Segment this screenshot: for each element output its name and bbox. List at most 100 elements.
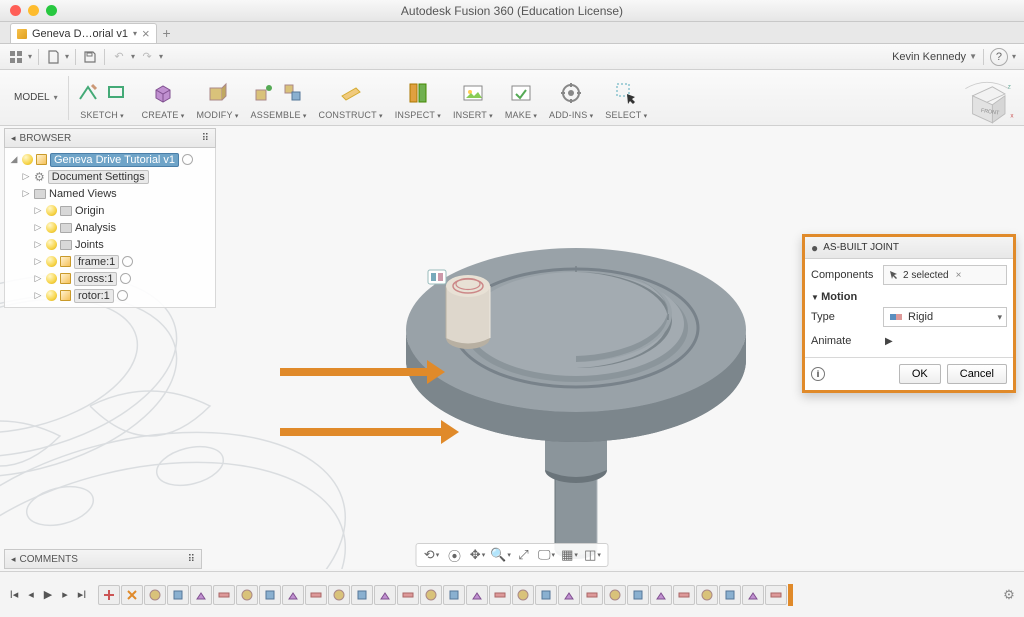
tree-item-rotor[interactable]: ▷ rotor:1: [7, 287, 213, 304]
tree-item-frame[interactable]: ▷ frame:1: [7, 253, 213, 270]
timeline-feature[interactable]: [489, 585, 511, 605]
joint-type-select[interactable]: Rigid: [883, 307, 1007, 327]
select-arrow-icon[interactable]: [613, 80, 639, 106]
visibility-bulb-icon[interactable]: [46, 239, 57, 250]
timeline-feature[interactable]: [696, 585, 718, 605]
ribbon-group-construct[interactable]: CONSTRUCT: [313, 70, 389, 126]
timeline-feature[interactable]: [167, 585, 189, 605]
ribbon-group-assemble[interactable]: ASSEMBLE: [245, 70, 313, 126]
timeline-feature[interactable]: [351, 585, 373, 605]
modify-icon[interactable]: [205, 80, 231, 106]
ribbon-group-create[interactable]: CREATE: [136, 70, 191, 126]
undo-menu-icon[interactable]: ▾: [131, 52, 135, 61]
visibility-bulb-icon[interactable]: [46, 273, 57, 284]
timeline-feature[interactable]: [213, 585, 235, 605]
timeline-feature[interactable]: [305, 585, 327, 605]
clear-selection-icon[interactable]: ×: [952, 270, 966, 281]
timeline-play-button[interactable]: ▶: [40, 587, 56, 603]
new-tab-button[interactable]: +: [157, 23, 177, 43]
timeline-feature[interactable]: [328, 585, 350, 605]
sketch-rect-icon[interactable]: [104, 80, 130, 106]
visibility-bulb-icon[interactable]: [46, 256, 57, 267]
fit-button[interactable]: ⤢: [514, 545, 534, 565]
workspace-selector[interactable]: MODEL▾: [4, 76, 69, 120]
timeline-feature[interactable]: [121, 585, 143, 605]
timeline-feature[interactable]: [443, 585, 465, 605]
timeline-feature[interactable]: [673, 585, 695, 605]
redo-menu-icon[interactable]: ▾: [159, 52, 163, 61]
activate-radio-icon[interactable]: [182, 154, 193, 165]
create-box-icon[interactable]: [150, 80, 176, 106]
timeline-feature[interactable]: [512, 585, 534, 605]
tree-item-origin[interactable]: ▷ Origin: [7, 202, 213, 219]
animate-play-button[interactable]: ▶: [885, 336, 893, 347]
timeline-feature[interactable]: [558, 585, 580, 605]
ok-button[interactable]: OK: [899, 364, 941, 384]
display-settings-button[interactable]: 🖵: [537, 545, 557, 565]
viewcube[interactable]: FRONT z x: [960, 76, 1014, 130]
timeline-feature[interactable]: [581, 585, 603, 605]
document-tab[interactable]: Geneva D…orial v1 ▾ ×: [10, 23, 157, 43]
activate-radio-icon[interactable]: [122, 256, 133, 267]
close-tab-icon[interactable]: ×: [142, 26, 150, 41]
timeline-forward-button[interactable]: ▸: [57, 587, 73, 603]
tree-item-views[interactable]: ▷ Named Views: [7, 185, 213, 202]
tree-root[interactable]: ◢ Geneva Drive Tutorial v1: [7, 151, 213, 168]
components-selector[interactable]: 2 selected ×: [883, 265, 1007, 285]
activate-radio-icon[interactable]: [117, 290, 128, 301]
visibility-bulb-icon[interactable]: [46, 205, 57, 216]
timeline-playhead[interactable]: [788, 584, 793, 606]
sketch-line-icon[interactable]: [75, 80, 101, 106]
ribbon-group-modify[interactable]: MODIFY: [190, 70, 244, 126]
grid-settings-button[interactable]: ▦: [560, 545, 580, 565]
make-print-icon[interactable]: [508, 80, 534, 106]
inspect-measure-icon[interactable]: [405, 80, 431, 106]
orbit-button[interactable]: ⟲: [422, 545, 442, 565]
file-menu-icon[interactable]: ▾: [65, 52, 69, 61]
timeline-feature[interactable]: [98, 585, 120, 605]
save-button[interactable]: [82, 49, 98, 65]
insert-decal-icon[interactable]: [460, 80, 486, 106]
data-panel-button[interactable]: [8, 49, 24, 65]
timeline-feature[interactable]: [190, 585, 212, 605]
ribbon-group-addins[interactable]: ADD-INS: [543, 70, 599, 126]
info-icon[interactable]: i: [811, 367, 825, 381]
redo-button[interactable]: ↷: [139, 49, 155, 65]
timeline-feature[interactable]: [374, 585, 396, 605]
assemble-new-icon[interactable]: [251, 80, 277, 106]
data-panel-menu-icon[interactable]: ▾: [28, 52, 32, 61]
motion-section-header[interactable]: Motion: [811, 291, 1007, 303]
visibility-bulb-icon[interactable]: [46, 222, 57, 233]
tree-item-settings[interactable]: ▷⚙ Document Settings: [7, 168, 213, 185]
timeline-feature[interactable]: [535, 585, 557, 605]
timeline-feature[interactable]: [719, 585, 741, 605]
timeline-feature[interactable]: [627, 585, 649, 605]
viewport-layout-button[interactable]: ◫: [583, 545, 603, 565]
timeline-track[interactable]: [98, 584, 998, 606]
timeline-feature[interactable]: [397, 585, 419, 605]
cancel-button[interactable]: Cancel: [947, 364, 1007, 384]
help-menu-icon[interactable]: ▾: [1012, 52, 1016, 61]
timeline-end-button[interactable]: ▸I: [74, 587, 90, 603]
look-at-button[interactable]: ⦿: [445, 545, 465, 565]
timeline-feature[interactable]: [282, 585, 304, 605]
timeline-feature[interactable]: [259, 585, 281, 605]
pan-button[interactable]: ✥: [468, 545, 488, 565]
timeline-feature[interactable]: [650, 585, 672, 605]
timeline-feature[interactable]: [466, 585, 488, 605]
browser-options-icon[interactable]: ⠿: [202, 133, 209, 144]
timeline-settings-button[interactable]: ⚙: [1000, 586, 1018, 604]
tree-item-joints[interactable]: ▷ Joints: [7, 236, 213, 253]
addins-icon[interactable]: [558, 80, 584, 106]
help-button[interactable]: ?: [990, 48, 1008, 66]
timeline-feature[interactable]: [765, 585, 787, 605]
ribbon-group-sketch[interactable]: SKETCH: [69, 70, 136, 126]
ribbon-group-insert[interactable]: INSERT: [447, 70, 499, 126]
timeline-feature[interactable]: [144, 585, 166, 605]
ribbon-group-inspect[interactable]: INSPECT: [389, 70, 447, 126]
comments-panel-header[interactable]: ◂ COMMENTS ⠿: [4, 549, 202, 569]
ribbon-group-make[interactable]: MAKE: [499, 70, 543, 126]
file-menu-button[interactable]: [45, 49, 61, 65]
visibility-bulb-icon[interactable]: [46, 290, 57, 301]
comments-options-icon[interactable]: ⠿: [188, 554, 195, 565]
